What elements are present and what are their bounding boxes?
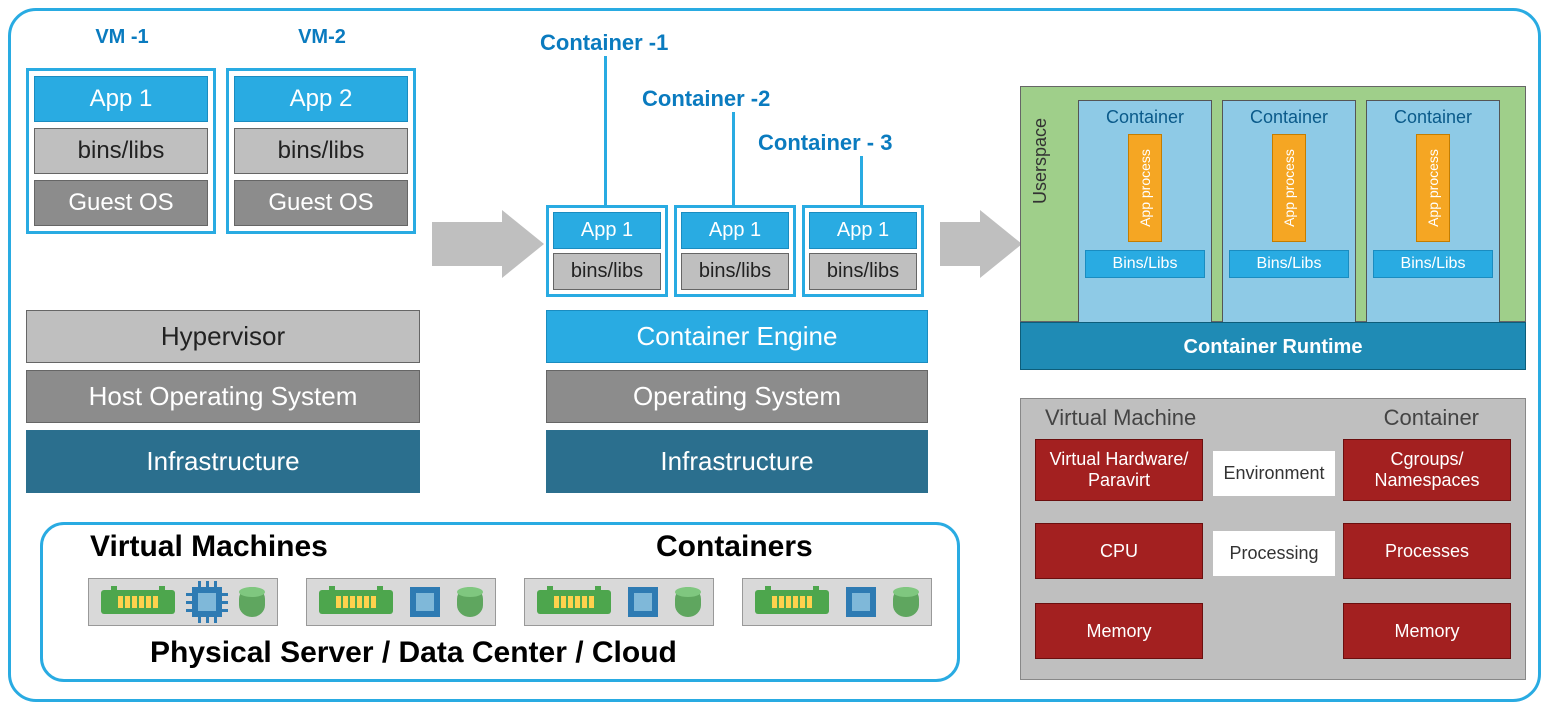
comparison-grid: Virtual Machine Container Virtual Hardwa… xyxy=(1020,398,1526,680)
cmp-r1-left: Virtual Hardware/ Paravirt xyxy=(1035,439,1203,501)
rt-process-label: App process xyxy=(1425,149,1441,227)
vm1-bins: bins/libs xyxy=(34,128,208,174)
vm1-guest: Guest OS xyxy=(34,180,208,226)
disk-icon xyxy=(457,587,483,617)
vm-infra-layer: Infrastructure xyxy=(26,430,420,493)
ct3-box: App 1 bins/libs xyxy=(802,205,924,297)
hardware-caption: Physical Server / Data Center / Cloud xyxy=(150,636,677,670)
ram-icon xyxy=(755,590,829,614)
rt-container-2: Container App process Bins/Libs xyxy=(1222,100,1356,323)
hw-title-vm: Virtual Machines xyxy=(90,530,328,564)
cmp-r3-right: Memory xyxy=(1343,603,1511,659)
container-runtime-bar: Container Runtime xyxy=(1020,322,1526,370)
rt-c2-bins: Bins/Libs xyxy=(1229,250,1349,278)
hw-unit-4 xyxy=(742,578,932,626)
ct1-bins: bins/libs xyxy=(553,253,661,290)
vm2-box: App 2 bins/libs Guest OS xyxy=(226,68,416,234)
ct2-label: Container -2 xyxy=(642,86,770,112)
rt-process-label: App process xyxy=(1137,149,1153,227)
ct2-box: App 1 bins/libs xyxy=(674,205,796,297)
rt-c1-bins: Bins/Libs xyxy=(1085,250,1205,278)
disk-icon xyxy=(239,587,265,617)
rt-process-label: App process xyxy=(1281,149,1297,227)
ram-icon xyxy=(319,590,393,614)
cmp-col1-title: Virtual Machine xyxy=(1045,405,1196,431)
ct3-line xyxy=(860,156,863,206)
runtime-panel: Userspace Container App process Bins/Lib… xyxy=(1020,86,1526,370)
vm1-box: App 1 bins/libs Guest OS xyxy=(26,68,216,234)
rt-c1-process: App process xyxy=(1128,134,1162,242)
ct3-bins: bins/libs xyxy=(809,253,917,290)
cmp-r2-left: CPU xyxy=(1035,523,1203,579)
rt-c1-title: Container xyxy=(1085,107,1205,128)
cmp-r2-right: Processes xyxy=(1343,523,1511,579)
rt-c3-process: App process xyxy=(1416,134,1450,242)
vm2-bins: bins/libs xyxy=(234,128,408,174)
cmp-r1-mid: Environment xyxy=(1213,451,1335,496)
ct2-line xyxy=(732,112,735,206)
hypervisor-layer: Hypervisor xyxy=(26,310,420,363)
ct2-app: App 1 xyxy=(681,212,789,249)
cmp-r2-mid: Processing xyxy=(1213,531,1335,576)
hardware-row xyxy=(88,578,932,626)
rt-c2-process: App process xyxy=(1272,134,1306,242)
rt-container-1: Container App process Bins/Libs xyxy=(1078,100,1212,323)
cmp-r1-right: Cgroups/ Namespaces xyxy=(1343,439,1511,501)
ct1-box: App 1 bins/libs xyxy=(546,205,668,297)
rt-c3-bins: Bins/Libs xyxy=(1373,250,1493,278)
ct1-app: App 1 xyxy=(553,212,661,249)
userspace-label: Userspace xyxy=(1030,118,1051,204)
vm2-guest: Guest OS xyxy=(234,180,408,226)
disk-icon xyxy=(893,587,919,617)
ram-icon xyxy=(101,590,175,614)
ct2-bins: bins/libs xyxy=(681,253,789,290)
cpu-icon xyxy=(846,587,876,617)
vm1-app: App 1 xyxy=(34,76,208,122)
cpu-icon xyxy=(192,587,222,617)
ct1-line xyxy=(604,56,607,206)
cmp-col2-title: Container xyxy=(1384,405,1479,431)
host-os-layer: Host Operating System xyxy=(26,370,420,423)
hw-unit-2 xyxy=(306,578,496,626)
hw-unit-1 xyxy=(88,578,278,626)
ct3-label: Container - 3 xyxy=(758,130,892,156)
ct-os-layer: Operating System xyxy=(546,370,928,423)
hw-title-containers: Containers xyxy=(656,530,813,564)
rt-c2-title: Container xyxy=(1229,107,1349,128)
ct3-app: App 1 xyxy=(809,212,917,249)
rt-c3-title: Container xyxy=(1373,107,1493,128)
cpu-icon xyxy=(410,587,440,617)
ct1-label: Container -1 xyxy=(540,30,668,56)
cmp-r3-left: Memory xyxy=(1035,603,1203,659)
vm1-label: VM -1 xyxy=(32,26,212,49)
disk-icon xyxy=(675,587,701,617)
ram-icon xyxy=(537,590,611,614)
ct-infra-layer: Infrastructure xyxy=(546,430,928,493)
vm2-app: App 2 xyxy=(234,76,408,122)
rt-container-3: Container App process Bins/Libs xyxy=(1366,100,1500,323)
hw-unit-3 xyxy=(524,578,714,626)
vm2-label: VM-2 xyxy=(232,26,412,49)
container-engine-layer: Container Engine xyxy=(546,310,928,363)
cpu-icon xyxy=(628,587,658,617)
